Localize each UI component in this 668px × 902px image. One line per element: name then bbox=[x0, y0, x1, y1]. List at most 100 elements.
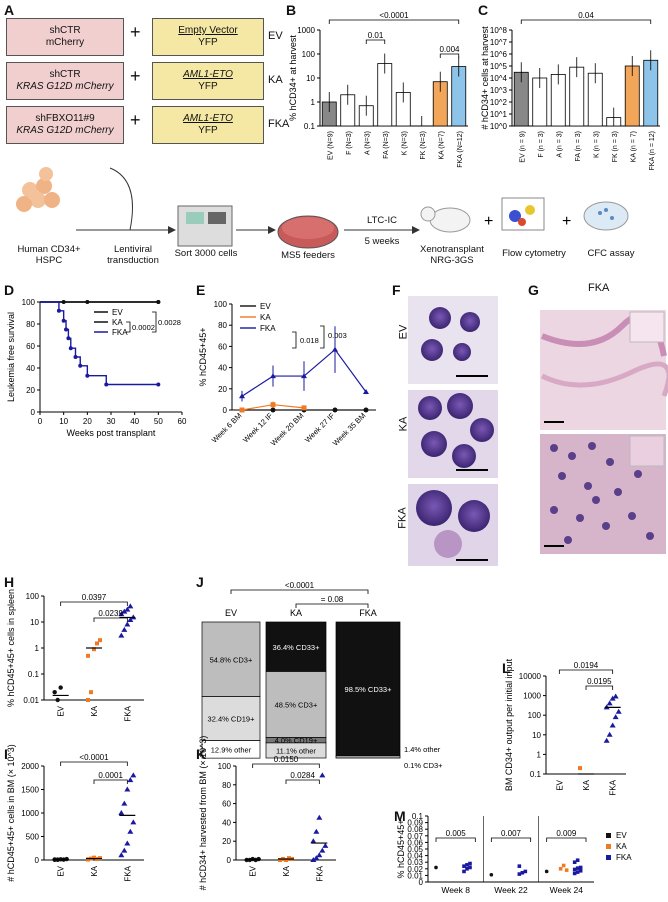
x-tick-label: FKA (N=12) bbox=[457, 131, 464, 168]
p-value-label: <0.0001 bbox=[285, 581, 315, 590]
vector-label: shCTR bbox=[7, 69, 123, 81]
data-point bbox=[130, 772, 136, 777]
survival-mark bbox=[66, 336, 70, 340]
data-point bbox=[579, 866, 583, 870]
data-point bbox=[468, 862, 472, 866]
y-tick-label: 0 bbox=[31, 408, 36, 417]
p-value-label: 0.0001 bbox=[98, 771, 123, 780]
plus-sign: + bbox=[130, 22, 141, 43]
x-tick-label: Week 22 bbox=[494, 885, 528, 895]
data-point bbox=[121, 848, 127, 853]
lenti-arrow bbox=[110, 168, 133, 230]
x-tick-label: FKA bbox=[315, 865, 324, 881]
x-tick-label: 10 bbox=[59, 417, 68, 426]
data-point bbox=[576, 858, 580, 862]
survival-mark bbox=[64, 328, 68, 332]
y-axis-label: % hCD34+ at harvest bbox=[288, 35, 298, 121]
significance-bracket bbox=[440, 54, 459, 58]
data-point bbox=[578, 766, 582, 770]
data-point bbox=[86, 698, 90, 702]
micrograph-f-ka bbox=[408, 390, 498, 478]
x-tick-label: Week 8 bbox=[441, 885, 470, 895]
data-point bbox=[86, 857, 90, 861]
x-tick-label: KA bbox=[90, 705, 99, 716]
p-value-label: 0.0284 bbox=[290, 771, 315, 780]
stack-segment-label: 48.5% CD3+ bbox=[275, 700, 318, 709]
x-tick-label: 50 bbox=[154, 417, 163, 426]
workflow-label-xeno: Xenotransplant NRG-3GS bbox=[410, 244, 494, 266]
y-tick-label: 10000 bbox=[519, 672, 542, 681]
survival-mark bbox=[62, 319, 66, 323]
data-point bbox=[127, 829, 133, 834]
y-tick-label: 60 bbox=[218, 342, 227, 351]
data-point bbox=[124, 622, 130, 627]
data-point bbox=[616, 709, 622, 714]
significance-bracket bbox=[94, 618, 127, 622]
cell-cluster-icon bbox=[16, 167, 60, 212]
x-tick-label: EV bbox=[57, 865, 66, 876]
workflow-label-hspc: Human CD34+ HSPC bbox=[4, 244, 94, 266]
workflow-label-lenti: Lentiviral transduction bbox=[98, 244, 168, 266]
plus-sign: + bbox=[130, 110, 141, 131]
micrograph-g-bottom bbox=[540, 434, 666, 554]
vector-label: Empty Vector bbox=[153, 25, 263, 37]
y-tick-label: 10^4 bbox=[490, 74, 508, 83]
y-tick-label: 60 bbox=[26, 342, 35, 351]
y-tick-label: 10^5 bbox=[490, 62, 508, 71]
x-tick-label: Week 6 BM bbox=[210, 411, 244, 445]
data-point bbox=[118, 633, 124, 638]
y-tick-label: 0.1 bbox=[304, 122, 316, 131]
survival-mark bbox=[62, 300, 66, 304]
significance-bracket bbox=[296, 604, 368, 608]
vector-box-right-3: AML1-ETO YFP bbox=[152, 106, 264, 144]
y-tick-label: 10^6 bbox=[490, 50, 508, 59]
y-tick-label: 80 bbox=[222, 781, 231, 790]
workflow-label-flow: Flow cytometry bbox=[494, 248, 574, 259]
y-tick-label: 0.1 bbox=[412, 812, 424, 821]
y-tick-label: 1500 bbox=[21, 786, 39, 795]
stack-segment-label: 98.5% CD33+ bbox=[345, 685, 393, 694]
data-point bbox=[313, 829, 319, 834]
y-tick-label: 20 bbox=[222, 837, 231, 846]
y-tick-label: 1 bbox=[537, 750, 542, 759]
y-tick-label: 10 bbox=[30, 618, 39, 627]
y-tick-label: 20 bbox=[218, 385, 227, 394]
data-point bbox=[316, 815, 322, 820]
p-value-label: 0.01 bbox=[368, 31, 384, 40]
y-tick-label: 10 bbox=[532, 731, 541, 740]
vector-box-right-2: AML1-ETO YFP bbox=[152, 62, 264, 100]
significance-bracket bbox=[253, 764, 320, 768]
x-tick-label: K (N=3) bbox=[401, 131, 408, 155]
vector-label: YFP bbox=[153, 37, 263, 49]
survival-mark bbox=[85, 300, 89, 304]
significance-bracket bbox=[231, 590, 368, 594]
significance-bracket bbox=[366, 40, 385, 44]
legend-label: KA bbox=[260, 313, 271, 322]
stack-segment-label: 0.1% CD3+ bbox=[404, 761, 443, 770]
x-tick-label: 0 bbox=[38, 417, 43, 426]
y-tick-label: 1 bbox=[35, 644, 40, 653]
y-tick-label: 2000 bbox=[21, 762, 39, 771]
data-point bbox=[562, 864, 566, 868]
y-tick-label: 0.01 bbox=[23, 696, 39, 705]
stack-category-label: EV bbox=[225, 608, 237, 618]
p-value-label: 0.0195 bbox=[587, 677, 612, 686]
data-point bbox=[124, 787, 130, 792]
data-point bbox=[98, 638, 102, 642]
x-tick-label: 30 bbox=[107, 417, 116, 426]
vector-box-left-3: shFBXO11#9 KRAS G12D mCherry bbox=[6, 106, 124, 144]
legend-label: FKA bbox=[616, 853, 632, 862]
micrograph-label-fka: FKA bbox=[397, 507, 409, 528]
x-tick-label: FK (N=3) bbox=[420, 131, 427, 160]
plus-sign: + bbox=[130, 66, 141, 87]
p-value-label: 0.007 bbox=[501, 829, 522, 838]
y-tick-label: 10^1 bbox=[490, 110, 508, 119]
vector-label: YFP bbox=[153, 81, 263, 93]
stack-segment-label: 1.4% other bbox=[404, 745, 441, 754]
survival-mark bbox=[74, 355, 78, 359]
chart-m: 00.010.020.030.040.050.060.070.080.090.1… bbox=[394, 810, 664, 902]
survival-mark bbox=[156, 383, 160, 387]
y-tick-label: 40 bbox=[222, 818, 231, 827]
